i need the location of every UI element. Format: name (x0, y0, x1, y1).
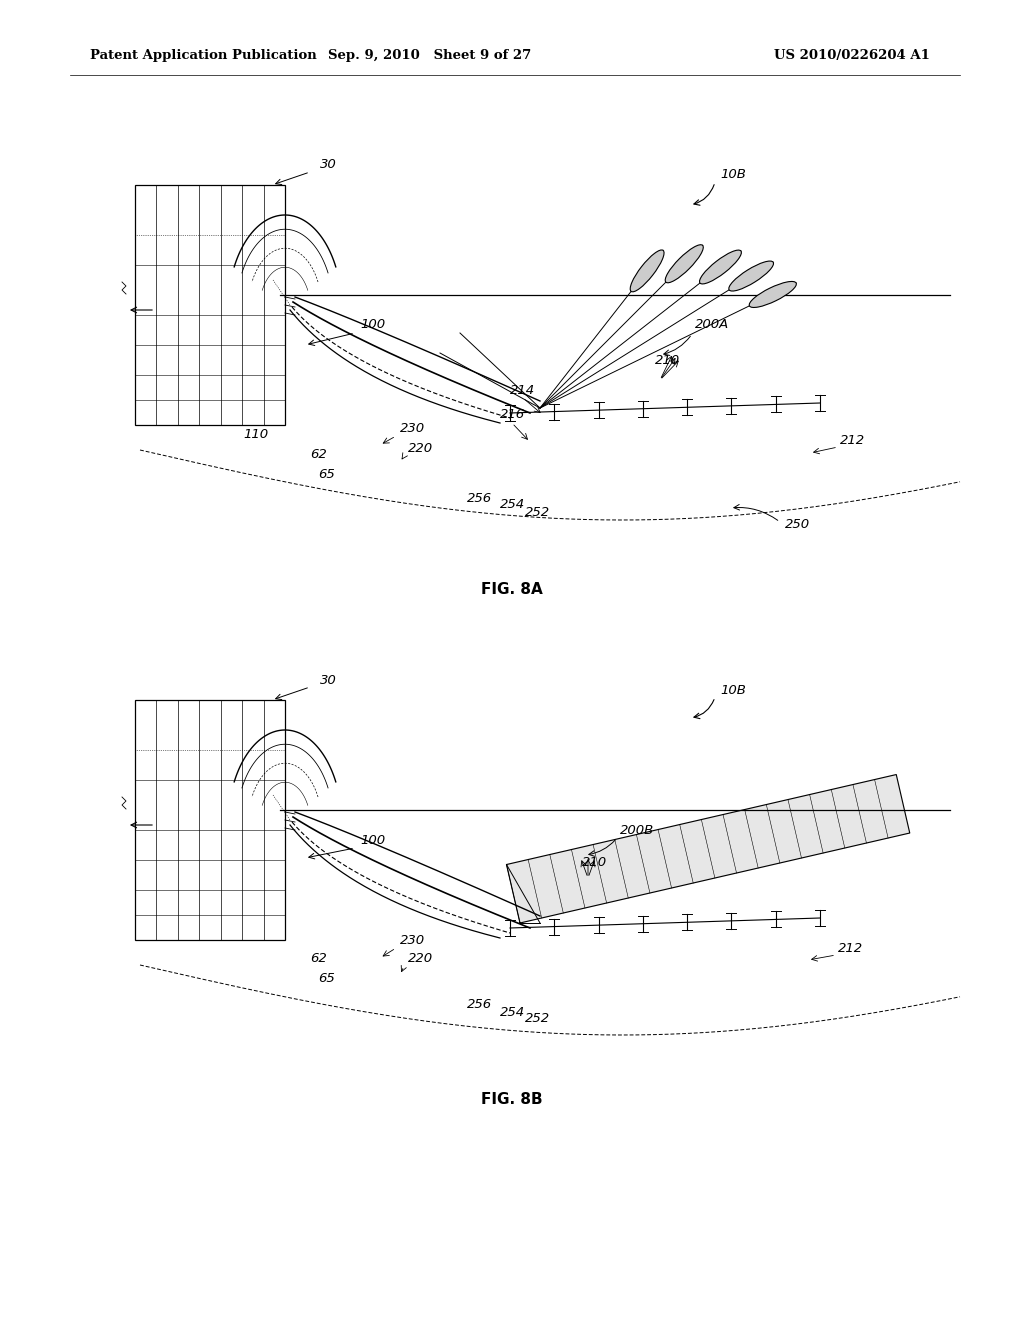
Text: 110: 110 (243, 429, 268, 441)
Text: 210: 210 (582, 855, 607, 869)
Text: 30: 30 (319, 158, 337, 172)
Text: 200B: 200B (620, 824, 654, 837)
Text: Patent Application Publication: Patent Application Publication (90, 49, 316, 62)
Text: 256: 256 (467, 998, 493, 1011)
Text: 62: 62 (310, 449, 327, 462)
Ellipse shape (630, 249, 664, 292)
Text: FIG. 8B: FIG. 8B (481, 1093, 543, 1107)
Ellipse shape (750, 281, 797, 308)
Text: 216: 216 (500, 408, 525, 421)
Text: 65: 65 (318, 469, 335, 482)
Text: 214: 214 (510, 384, 536, 396)
Bar (135, 700, 285, 940)
Ellipse shape (729, 261, 773, 290)
Text: 254: 254 (500, 499, 525, 511)
Text: 100: 100 (360, 833, 385, 846)
Text: 252: 252 (525, 506, 550, 519)
Text: 212: 212 (840, 433, 865, 446)
Text: 30: 30 (319, 673, 337, 686)
Bar (140, 355, 195, 380)
Text: 10B: 10B (720, 684, 745, 697)
Ellipse shape (666, 244, 703, 282)
Ellipse shape (699, 249, 741, 284)
Text: 212: 212 (838, 941, 863, 954)
Text: 10B: 10B (720, 169, 745, 181)
Text: 200A: 200A (695, 318, 729, 331)
Bar (135, 185, 285, 425)
Text: 252: 252 (525, 1011, 550, 1024)
Bar (140, 900, 195, 935)
Text: US 2010/0226204 A1: US 2010/0226204 A1 (774, 49, 930, 62)
Text: Sep. 9, 2010   Sheet 9 of 27: Sep. 9, 2010 Sheet 9 of 27 (329, 49, 531, 62)
Text: 100: 100 (360, 318, 385, 331)
Text: 230: 230 (400, 933, 425, 946)
Text: 250: 250 (785, 519, 810, 532)
Text: 62: 62 (310, 952, 327, 965)
Polygon shape (507, 775, 909, 923)
Text: 256: 256 (467, 491, 493, 504)
Bar (140, 385, 195, 420)
Text: 65: 65 (318, 972, 335, 985)
Text: 254: 254 (500, 1006, 525, 1019)
Bar (140, 870, 195, 895)
Text: 230: 230 (400, 421, 425, 434)
Text: FIG. 8A: FIG. 8A (481, 582, 543, 598)
Text: 210: 210 (655, 354, 680, 367)
Text: 220: 220 (408, 441, 433, 454)
Text: 220: 220 (408, 952, 433, 965)
